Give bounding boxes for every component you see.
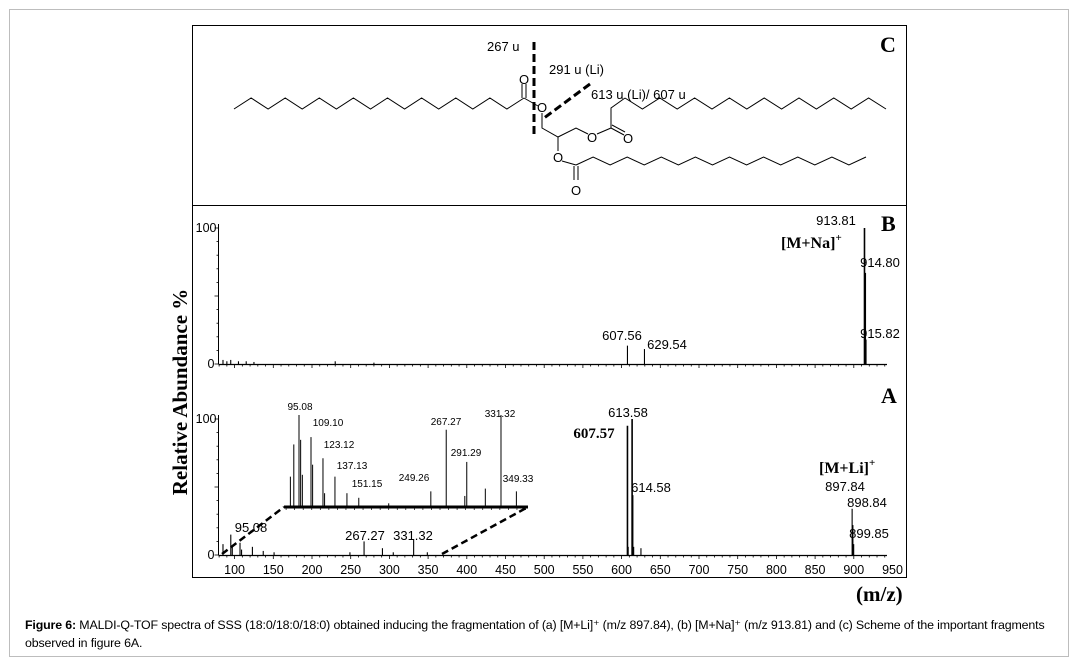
peak-label: 629.54 xyxy=(647,337,687,352)
ion-label-m-na: [M+Na]+ xyxy=(781,232,842,252)
panel-label-a: A xyxy=(881,383,897,408)
ion-label-m-li: [M+Li]+ xyxy=(819,457,875,477)
fragment-label: 267 u xyxy=(487,39,520,54)
peak-label: 95.08 xyxy=(235,520,268,535)
caption-label: Figure 6: xyxy=(25,618,76,632)
x-tick-label: 300 xyxy=(379,563,400,577)
y-tick-label: 0 xyxy=(208,548,215,562)
fragment-label: 613 u (Li)/ 607 u xyxy=(591,87,686,102)
x-tick-label: 900 xyxy=(843,563,864,577)
fatty-acid-chain xyxy=(624,97,887,110)
oxygen-atom-label: O xyxy=(519,72,529,87)
inset-peak-label: 95.08 xyxy=(287,402,312,413)
x-tick-label: 650 xyxy=(650,563,671,577)
peak-label: 913.81 xyxy=(816,213,856,228)
panel-label-c: C xyxy=(880,32,896,57)
fragment-label: 291 u (Li) xyxy=(549,62,604,77)
bond xyxy=(596,97,626,135)
x-tick-label: 700 xyxy=(689,563,710,577)
spectra-box xyxy=(192,205,907,578)
cleavage-line-291 xyxy=(543,82,591,120)
bond xyxy=(523,97,539,107)
oxygen-atom-label: O xyxy=(623,131,633,146)
y-axis-label: Relative Abundance % xyxy=(168,289,192,496)
oxygen-atom-label: O xyxy=(537,100,547,115)
x-tick-label: 250 xyxy=(340,563,361,577)
oxygen-atom-label: O xyxy=(553,150,563,165)
x-tick-label: 150 xyxy=(263,563,284,577)
y-tick-label: 100 xyxy=(196,221,217,235)
zoom-dashed-line xyxy=(221,506,285,555)
peak-label: 613.58 xyxy=(608,405,648,420)
peak-label: 899.85 xyxy=(849,526,889,541)
charge-superscript: + xyxy=(869,457,875,469)
panel-label-b: B xyxy=(881,211,896,236)
x-tick-label: 450 xyxy=(495,563,516,577)
peak-label: 898.84 xyxy=(847,495,887,510)
x-tick-label: 100 xyxy=(224,563,245,577)
figure-caption: Figure 6: MALDI-Q-TOF spectra of SSS (18… xyxy=(25,616,1065,652)
x-tick-label: 550 xyxy=(572,563,593,577)
bond xyxy=(561,160,577,166)
x-tick-label: 500 xyxy=(534,563,555,577)
peak-label: 267.27 xyxy=(345,528,385,543)
spectrum-a: 0 100 95.08 267.27 331.32 607.57 613.58 614.58 8… xyxy=(196,383,903,577)
double-bond xyxy=(610,127,625,136)
x-tick-label: 800 xyxy=(766,563,787,577)
inset-peak-label: 349.33 xyxy=(503,474,534,485)
caption-text: MALDI-Q-TOF spectra of SSS (18:0/18:0/18… xyxy=(25,618,1045,650)
x-tick-label: 950 xyxy=(882,563,903,577)
oxygen-atom-label: O xyxy=(587,130,597,145)
fatty-acid-chain xyxy=(233,97,525,110)
x-tick-label: 850 xyxy=(805,563,826,577)
peak-label: 607.57 xyxy=(573,426,615,442)
inset-peak-label: 249.26 xyxy=(399,473,430,484)
spectrum-b: 0 100 607.56 629.54 913.81 914.80 915.82 [M+Na]… xyxy=(196,211,900,371)
inset-peak-label: 331.32 xyxy=(485,409,516,420)
peak-label: 607.56 xyxy=(602,328,642,343)
glycerol-backbone xyxy=(541,113,589,138)
peak-label: 915.82 xyxy=(860,326,900,341)
x-axis-label: (m/z) xyxy=(856,582,903,606)
x-tick-label: 200 xyxy=(302,563,323,577)
peak-label: 614.58 xyxy=(631,480,671,495)
peak-label: 914.80 xyxy=(860,255,900,270)
inset-peak-label: 291.29 xyxy=(451,448,482,459)
zoom-dashed-line xyxy=(441,505,529,556)
y-tick-label: 0 xyxy=(208,357,215,371)
inset-peak-label: 123.12 xyxy=(324,440,355,451)
charge-superscript: + xyxy=(835,232,841,244)
double-bond xyxy=(611,124,626,133)
x-tick-label: 750 xyxy=(727,563,748,577)
figure-frame xyxy=(9,9,1069,657)
x-tick-label: 400 xyxy=(456,563,477,577)
x-tick-label: 600 xyxy=(611,563,632,577)
peak-label: 897.84 xyxy=(825,479,865,494)
inset-peak-label: 151.15 xyxy=(352,479,383,490)
inset-peak-label: 109.10 xyxy=(313,418,344,429)
inset-peak-label: 137.13 xyxy=(337,461,368,472)
y-tick-label: 100 xyxy=(196,412,217,426)
peak-label: 331.32 xyxy=(393,528,433,543)
oxygen-atom-label: O xyxy=(571,183,581,198)
fatty-acid-chain xyxy=(575,156,867,166)
x-tick-label: 350 xyxy=(418,563,439,577)
inset-peak-label: 267.27 xyxy=(431,417,462,428)
